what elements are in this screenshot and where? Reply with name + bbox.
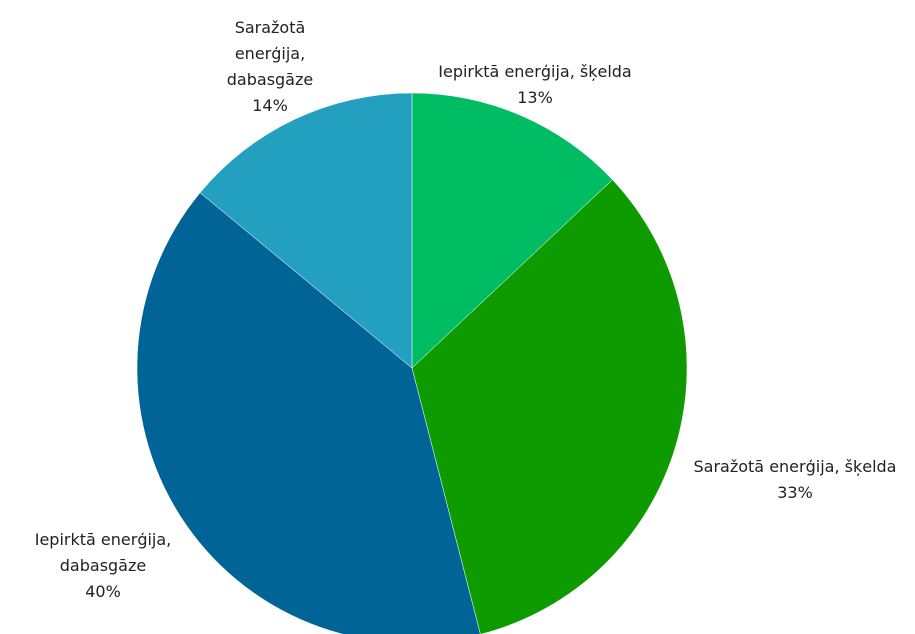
slice-label: Saražotā enerģija, šķelda 33% [665,454,915,506]
category-label: Iepirktā enerģija, šķelda [438,62,632,81]
category-label: Saražotā enerģija, šķelda [693,457,897,476]
pie-slice [136,192,481,634]
pie-slice [411,179,688,634]
category-label: Iepirktā enerģija, dabasgāze [34,530,172,575]
value-label: 14% [252,96,288,115]
value-label: 13% [517,88,553,107]
value-label: 40% [85,582,121,601]
slice-label: Saražotā enerģija, dabasgāze 14% [220,15,320,119]
slice-label: Iepirktā enerģija, dabasgāze 40% [18,527,188,605]
value-label: 33% [777,483,813,502]
slice-label: Iepirktā enerģija, šķelda 13% [405,59,665,111]
pie-slice [199,92,413,369]
pie-slice [411,92,613,369]
category-label: Saražotā enerģija, dabasgāze [226,18,314,89]
